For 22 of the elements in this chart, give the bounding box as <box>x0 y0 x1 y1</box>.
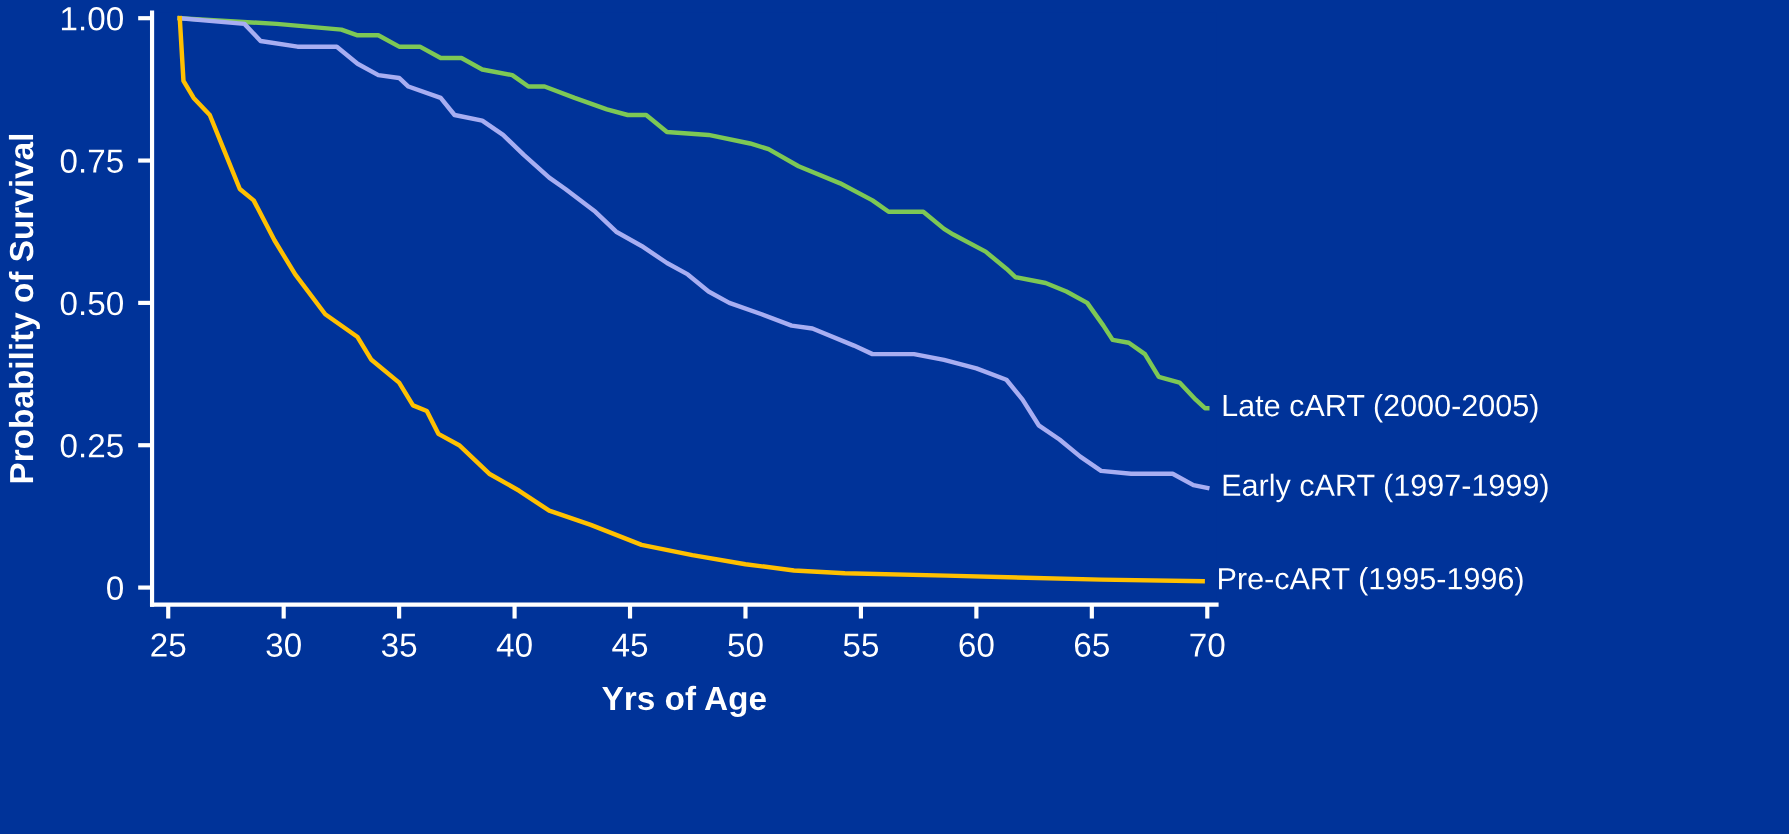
x-tick-label: 30 <box>266 633 301 657</box>
y-tick-label: 0.50 <box>60 291 123 316</box>
y-tick-label: 1.00 <box>61 7 123 31</box>
series-label: Pre-cART (1995-1996) <box>1219 567 1523 596</box>
x-tick-label: 60 <box>959 633 994 657</box>
y-tick-label: 0.25 <box>60 434 123 458</box>
x-axis-title: Yrs of Age <box>602 685 766 717</box>
y-tick-label: 0.75 <box>60 149 123 173</box>
x-tick-label: 55 <box>843 633 879 657</box>
line-series <box>177 15 1210 491</box>
series-label: Early cART (1997-1999) <box>1223 473 1548 503</box>
x-tick-label: 50 <box>728 633 763 657</box>
x-tick-label: 25 <box>151 633 186 657</box>
x-tick-label: 45 <box>612 633 648 657</box>
line-series <box>177 15 1205 584</box>
y-axis-title: Probability of Survival <box>8 134 40 483</box>
x-tick-label: 70 <box>1190 633 1225 657</box>
series-label: Late cART (2000-2005) <box>1223 393 1538 423</box>
x-tick-label: 35 <box>381 633 417 657</box>
y-tick-label: 0 <box>107 576 123 600</box>
x-tick-label: 65 <box>1074 633 1109 657</box>
x-tick-label: 40 <box>496 633 532 657</box>
